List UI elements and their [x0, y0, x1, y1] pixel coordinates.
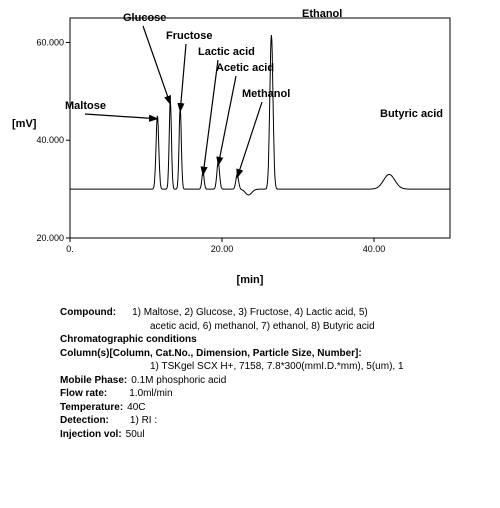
conditions-block: Compound: 1) Maltose, 2) Glucose, 3) Fru…	[60, 306, 450, 441]
temp-label: Temperature:	[60, 401, 123, 415]
compound-value-2: acetic acid, 6) methanol, 7) ethanol, 8)…	[150, 320, 450, 334]
peak-label-butyric-acid: Butyric acid	[380, 108, 443, 120]
mobile-row: Mobile Phase: 0.1M phosphoric acid	[60, 374, 450, 388]
y-axis-label: [mV]	[12, 118, 36, 130]
svg-text:40.00: 40.00	[363, 244, 386, 254]
x-axis-label: [min]	[237, 274, 264, 286]
detect-row: Detection: 1) RI :	[60, 414, 450, 428]
svg-text:40.000: 40.000	[36, 135, 64, 145]
svg-text:20.00: 20.00	[211, 244, 234, 254]
peak-label-fructose: Fructose	[166, 30, 212, 42]
peak-label-acetic-acid: Acetic acid	[216, 62, 274, 74]
peak-label-maltose: Maltose	[65, 100, 106, 112]
temp-value: 40C	[127, 401, 145, 415]
peak-label-lactic-acid: Lactic acid	[198, 46, 255, 58]
peak-label-methanol: Methanol	[242, 88, 290, 100]
compound-row: Compound: 1) Maltose, 2) Glucose, 3) Fru…	[60, 306, 450, 320]
temp-row: Temperature: 40C	[60, 401, 450, 415]
inj-label: Injection vol:	[60, 428, 122, 442]
peak-label-ethanol: Ethanol	[302, 8, 342, 20]
compound-label: Compound:	[60, 306, 116, 320]
mobile-label: Mobile Phase:	[60, 374, 127, 388]
svg-text:60.000: 60.000	[36, 37, 64, 47]
flow-value: 1.0ml/min	[129, 387, 172, 401]
detect-label: Detection:	[60, 414, 109, 428]
inj-value: 50ul	[126, 428, 145, 442]
inj-row: Injection vol: 50ul	[60, 428, 450, 442]
mobile-value: 0.1M phosphoric acid	[131, 374, 226, 388]
compound-value: 1) Maltose, 2) Glucose, 3) Fructose, 4) …	[132, 306, 368, 320]
detect-value: 1) RI :	[130, 414, 157, 428]
svg-text:20.000: 20.000	[36, 233, 64, 243]
chrom-header: Chromatographic conditions	[60, 333, 450, 347]
svg-text:0.: 0.	[66, 244, 74, 254]
columns-value: 1) TSKgel SCX H+, 7158, 7.8*300(mmI.D.*m…	[150, 360, 450, 374]
columns-label: Column(s)[Column, Cat.No., Dimension, Pa…	[60, 347, 450, 361]
flow-row: Flow rate: 1.0ml/min	[60, 387, 450, 401]
chromatogram-chart: 20.00040.00060.0000.20.0040.00 [mV] [min…	[20, 8, 480, 268]
flow-label: Flow rate:	[60, 387, 107, 401]
peak-label-glucose: Glucose	[123, 12, 166, 24]
